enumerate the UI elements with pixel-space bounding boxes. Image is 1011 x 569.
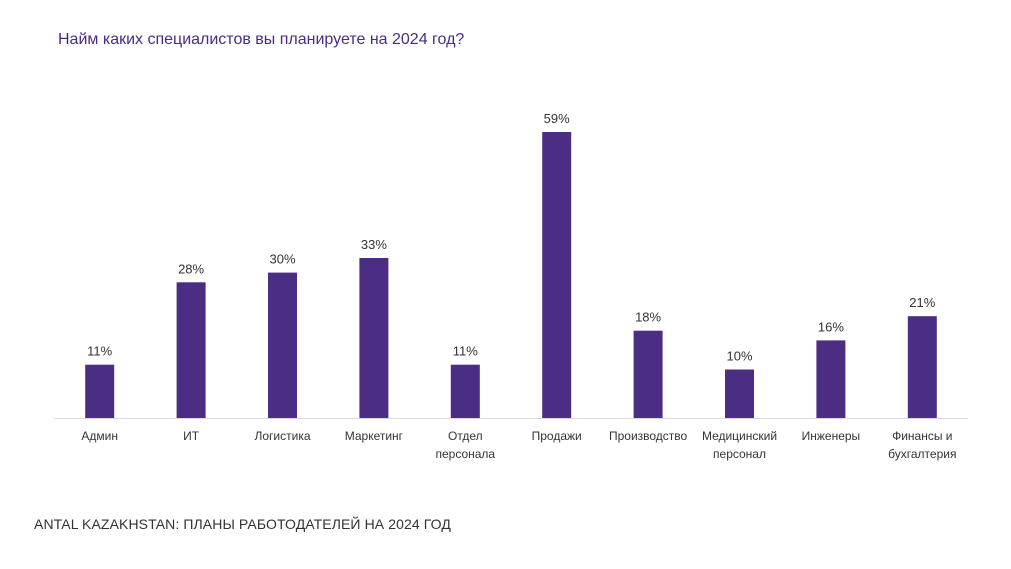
bars-group bbox=[85, 132, 937, 418]
category-label-line: Логистика bbox=[254, 429, 310, 443]
category-label-line: бухгалтерия bbox=[888, 447, 956, 461]
footer-caption: ANTAL KAZAKHSTAN: ПЛАНЫ РАБОТОДАТЕЛЕЙ НА… bbox=[34, 516, 451, 532]
bar bbox=[725, 369, 754, 418]
bar bbox=[359, 258, 389, 418]
category-label-line: Медицинский bbox=[702, 429, 777, 443]
bar-value-label: 11% bbox=[453, 344, 478, 359]
bar bbox=[907, 316, 937, 418]
bar-value-label: 11% bbox=[87, 344, 112, 359]
category-label-line: персонала bbox=[435, 447, 495, 461]
category-label: Отдел персонала bbox=[435, 429, 495, 461]
category-label-line: Отдел bbox=[448, 429, 483, 443]
bar bbox=[542, 132, 572, 418]
category-label: Продажи bbox=[532, 429, 582, 443]
bar-value-label: 21% bbox=[909, 295, 935, 310]
category-label-line: Производство bbox=[609, 429, 688, 443]
category-label-line: персонал bbox=[713, 447, 766, 461]
category-label: Финансы и бухгалтерия bbox=[888, 429, 956, 461]
category-labels-group: Админ ИТ Логистика Маркетинг Отдел персонала П… bbox=[81, 429, 956, 461]
category-label-line: Продажи bbox=[532, 429, 582, 443]
bar bbox=[816, 340, 846, 418]
category-label-line: Маркетинг bbox=[345, 429, 404, 443]
bar bbox=[450, 364, 480, 418]
category-label: Инженеры bbox=[802, 429, 861, 443]
bar-value-label: 28% bbox=[178, 261, 204, 276]
category-label-line: ИТ bbox=[183, 429, 200, 443]
bar bbox=[268, 272, 297, 418]
bar-value-label: 16% bbox=[818, 319, 844, 334]
category-label: ИТ bbox=[183, 429, 200, 443]
bar bbox=[85, 364, 115, 418]
category-label: Админ bbox=[81, 429, 118, 443]
bar-value-label: 33% bbox=[361, 237, 387, 252]
category-label: Медицинский персонал bbox=[702, 429, 777, 461]
bar-value-label: 59% bbox=[544, 111, 570, 126]
category-label: Маркетинг bbox=[345, 429, 404, 443]
category-label-line: Инженеры bbox=[802, 429, 861, 443]
bar-value-label: 18% bbox=[635, 310, 661, 325]
bar-value-label: 30% bbox=[269, 252, 295, 267]
category-label-line: Финансы и bbox=[892, 429, 952, 443]
bar bbox=[176, 282, 206, 418]
chart-title: Найм каких специалистов вы планируете на… bbox=[58, 31, 465, 48]
category-label: Производство bbox=[609, 429, 688, 443]
bar-value-label: 10% bbox=[726, 349, 752, 364]
category-label: Логистика bbox=[254, 429, 310, 443]
category-label-line: Админ bbox=[81, 429, 118, 443]
bar bbox=[633, 330, 663, 418]
value-labels-group: 11% 28% 30% 33% 11% 59% 18% 10% 16% 21% bbox=[87, 111, 936, 364]
